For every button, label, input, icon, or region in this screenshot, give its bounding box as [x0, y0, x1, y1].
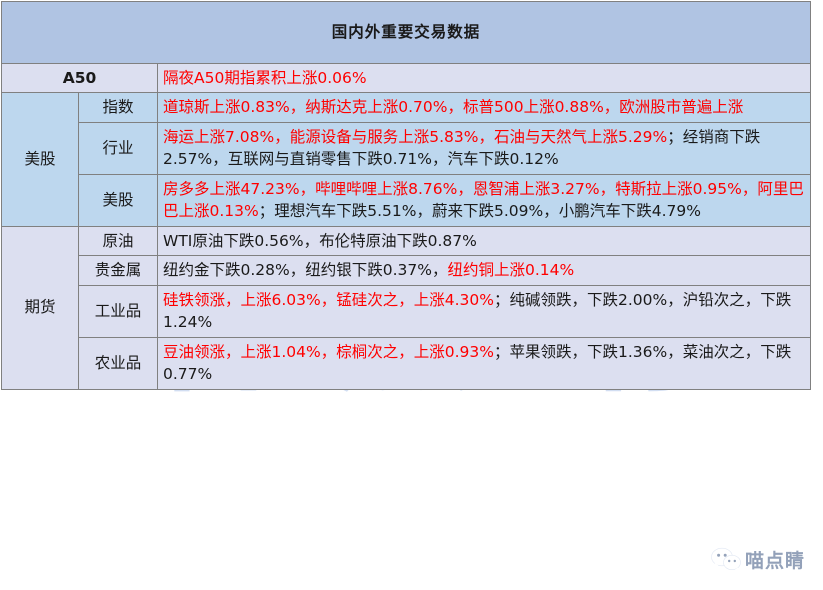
table-row: 工业品 硅铁领涨，上涨6.03%，锰硅次之，上涨4.30%；纯碱领跌，下跌2.00…	[2, 284, 811, 338]
content-segment-down: ；纯碱领跌，下跌2.00%，沪铅次之，下跌1.24%	[163, 290, 792, 332]
row-content: 隔夜A50期指累积上涨0.06%	[157, 62, 811, 94]
row-content: WTI原油下跌0.56%，布伦特原油下跌0.87%	[157, 225, 811, 257]
content-segment-down: ；理想汽车下跌5.51%，蔚来下跌5.09%，小鹏汽车下跌4.79%	[258, 202, 701, 221]
row-sub-label: 美股	[78, 173, 158, 227]
row-group-label: A50	[1, 62, 158, 94]
page-title: 国内外重要交易数据	[1, 1, 811, 64]
content-segment-up: 房多多上涨47.23%，哔哩哔哩上涨8.76%，恩智浦上涨3.27%，特斯拉上涨…	[163, 179, 804, 221]
row-group-label: 期货	[1, 225, 79, 390]
wechat-icon	[711, 547, 741, 572]
table-row: 农业品 豆油领涨，上涨1.04%，棕榈次之，上涨0.93%；苹果领跌，下跌1.36…	[2, 336, 811, 390]
row-content: 道琼斯上涨0.83%，纳斯达克上涨0.70%，标普500上涨0.88%，欧洲股市…	[157, 92, 811, 123]
table-row: 行业 海运上涨7.08%，能源设备与服务上涨5.83%，石油与天然气上涨5.29%…	[2, 121, 811, 175]
content-segment-down: 纽约金下跌0.28%，纽约银下跌0.37%，	[163, 261, 448, 280]
content-segment-up: 道琼斯上涨0.83%，纳斯达克上涨0.70%，标普500上涨0.88%，欧洲股市…	[163, 98, 744, 117]
content-segment-down: ；经销商下跌2.57%，互联网与直销零售下跌0.71%，汽车下跌0.12%	[163, 127, 761, 169]
content-segment-up: 隔夜A50期指累积上涨0.06%	[163, 69, 367, 87]
content-segment-down: WTI原油下跌0.56%，布伦特原油下跌0.87%	[163, 231, 477, 250]
table-row: 美股 房多多上涨47.23%，哔哩哔哩上涨8.76%，恩智浦上涨3.27%，特斯拉…	[2, 173, 811, 227]
row-sub-label: 行业	[78, 121, 158, 175]
row-content: 海运上涨7.08%，能源设备与服务上涨5.83%，石油与天然气上涨5.29%；经…	[157, 121, 811, 175]
row-sub-label: 指数	[78, 92, 158, 123]
wechat-badge: 喵点睛	[711, 546, 805, 573]
row-content: 硅铁领涨，上涨6.03%，锰硅次之，上涨4.30%；纯碱领跌，下跌2.00%，沪…	[157, 284, 811, 338]
table-row: 贵金属 纽约金下跌0.28%，纽约银下跌0.37%，纽约铜上涨0.14%	[2, 255, 811, 286]
content-segment-up: 纽约铜上涨0.14%	[447, 261, 575, 280]
row-sub-label: 贵金属	[78, 255, 158, 286]
table-row: A50 隔夜A50期指累积上涨0.06%	[1, 62, 811, 94]
row-sub-label: 农业品	[78, 336, 158, 390]
row-group-label: 美股	[1, 92, 79, 227]
row-sub-label: 工业品	[78, 284, 158, 338]
table-row: 期货 原油 WTI原油下跌0.56%，布伦特原油下跌0.87%	[1, 225, 811, 390]
row-content: 纽约金下跌0.28%，纽约银下跌0.37%，纽约铜上涨0.14%	[157, 255, 811, 286]
table-row: 美股 指数 道琼斯上涨0.83%，纳斯达克上涨0.70%，标普500上涨0.88%，…	[1, 92, 811, 227]
wechat-badge-label: 喵点睛	[744, 550, 805, 572]
market-data-table: 国内外重要交易数据 A50 隔夜A50期指累积上涨0.06% 美股 指数 道琼斯上涨0.8…	[1, 1, 811, 390]
content-segment-up: 硅铁领涨，上涨6.03%，锰硅次之，上涨4.30%	[163, 290, 494, 309]
row-sub-label: 原油	[78, 225, 158, 257]
content-segment-down: ；苹果领跌，下跌1.36%，菜油次之，下跌0.77%	[163, 342, 792, 384]
row-content: 房多多上涨47.23%，哔哩哔哩上涨8.76%，恩智浦上涨3.27%，特斯拉上涨…	[157, 173, 811, 227]
content-segment-up: 豆油领涨，上涨1.04%，棕榈次之，上涨0.93%	[163, 342, 494, 361]
content-segment-up: 海运上涨7.08%，能源设备与服务上涨5.83%，石油与天然气上涨5.29%	[163, 127, 668, 146]
table-body: 国内外重要交易数据 A50 隔夜A50期指累积上涨0.06% 美股 指数 道琼斯上涨0.8…	[1, 1, 811, 390]
row-content: 豆油领涨，上涨1.04%，棕榈次之，上涨0.93%；苹果领跌，下跌1.36%，菜…	[157, 336, 811, 390]
table-title-row: 国内外重要交易数据	[1, 1, 811, 64]
